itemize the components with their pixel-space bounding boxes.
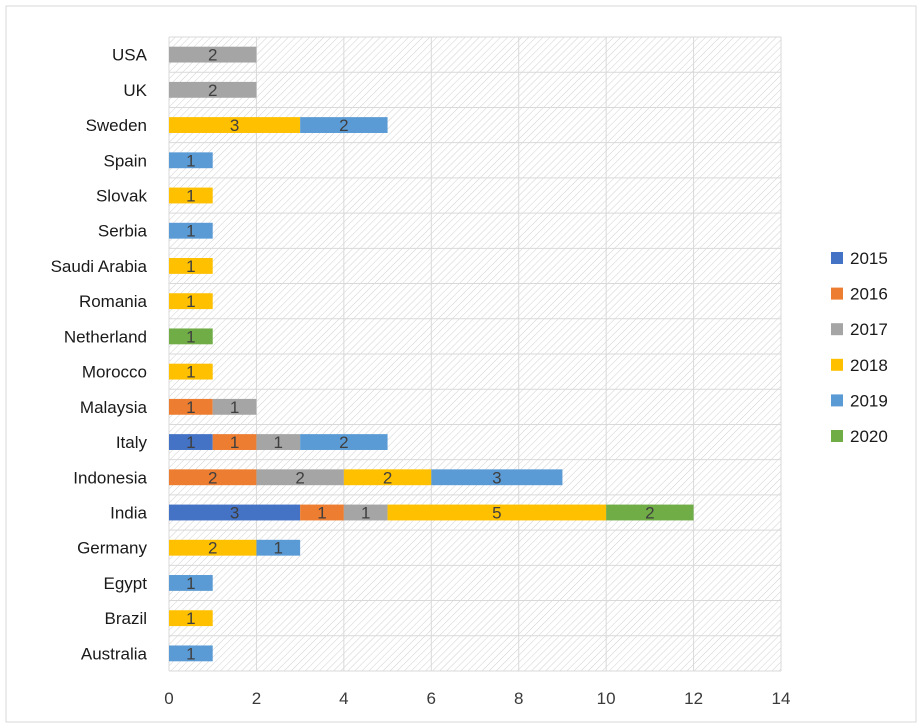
- legend-label-2020: 2020: [850, 427, 888, 446]
- data-label-spain-2019: 1: [186, 151, 195, 170]
- data-label-italy-2019: 2: [339, 433, 348, 452]
- category-label-sweden: Sweden: [86, 116, 147, 135]
- data-label-indonesia-2019: 3: [492, 468, 501, 487]
- legend-swatch-2018: [831, 359, 843, 371]
- category-label-usa: USA: [112, 46, 148, 65]
- category-label-germany: Germany: [77, 539, 147, 558]
- data-label-malaysia-2016: 1: [186, 398, 195, 417]
- data-label-romania-2018: 1: [186, 292, 195, 311]
- category-label-serbia: Serbia: [98, 222, 148, 241]
- legend-swatch-2017: [831, 323, 843, 335]
- data-label-australia-2019: 1: [186, 644, 195, 663]
- data-label-germany-2019: 1: [274, 539, 283, 558]
- data-label-netherland-2020: 1: [186, 327, 195, 346]
- x-tick-label-6: 6: [427, 689, 436, 708]
- category-label-australia: Australia: [81, 644, 148, 663]
- data-label-morocco-2018: 1: [186, 363, 195, 382]
- legend-label-2018: 2018: [850, 356, 888, 375]
- category-label-italy: Italy: [116, 433, 148, 452]
- category-label-netherland: Netherland: [64, 327, 147, 346]
- x-tick-label-12: 12: [684, 689, 703, 708]
- category-label-uk: UK: [123, 81, 147, 100]
- data-label-italy-2017: 1: [274, 433, 283, 452]
- x-tick-label-0: 0: [164, 689, 173, 708]
- data-label-egypt-2019: 1: [186, 574, 195, 593]
- category-label-malaysia: Malaysia: [80, 398, 148, 417]
- legend-swatch-2020: [831, 430, 843, 442]
- data-label-india-2017: 1: [361, 504, 370, 523]
- data-label-brazil-2018: 1: [186, 609, 195, 628]
- data-label-sweden-2019: 2: [339, 116, 348, 135]
- data-label-italy-2015: 1: [186, 433, 195, 452]
- category-label-brazil: Brazil: [104, 609, 147, 628]
- data-label-indonesia-2018: 2: [383, 468, 392, 487]
- legend-label-2017: 2017: [850, 320, 888, 339]
- data-label-italy-2016: 1: [230, 433, 239, 452]
- category-label-saudi-arabia: Saudi Arabia: [51, 257, 148, 276]
- legend-swatch-2015: [831, 252, 843, 264]
- data-label-india-2020: 2: [645, 504, 654, 523]
- data-label-slovak-2018: 1: [186, 187, 195, 206]
- data-label-uk-2017: 2: [208, 81, 217, 100]
- data-label-germany-2018: 2: [208, 539, 217, 558]
- x-tick-label-2: 2: [252, 689, 261, 708]
- legend-label-2015: 2015: [850, 249, 888, 268]
- legend-swatch-2016: [831, 288, 843, 300]
- data-label-indonesia-2016: 2: [208, 468, 217, 487]
- category-label-india: India: [110, 504, 147, 523]
- category-label-egypt: Egypt: [104, 574, 148, 593]
- category-label-spain: Spain: [104, 151, 147, 170]
- category-label-slovak: Slovak: [96, 187, 148, 206]
- data-label-malaysia-2017: 1: [230, 398, 239, 417]
- data-label-saudi-arabia-2018: 1: [186, 257, 195, 276]
- data-label-serbia-2019: 1: [186, 222, 195, 241]
- x-tick-label-10: 10: [597, 689, 616, 708]
- legend-label-2016: 2016: [850, 285, 888, 304]
- data-label-india-2016: 1: [317, 504, 326, 523]
- legend-label-2019: 2019: [850, 391, 888, 410]
- data-label-indonesia-2017: 2: [295, 468, 304, 487]
- x-tick-label-8: 8: [514, 689, 523, 708]
- data-label-india-2015: 3: [230, 504, 239, 523]
- x-tick-label-4: 4: [339, 689, 348, 708]
- data-label-sweden-2018: 3: [230, 116, 239, 135]
- category-label-indonesia: Indonesia: [73, 468, 147, 487]
- category-label-morocco: Morocco: [82, 363, 147, 382]
- category-label-romania: Romania: [79, 292, 148, 311]
- legend-swatch-2019: [831, 394, 843, 406]
- data-label-india-2018: 5: [492, 504, 501, 523]
- x-tick-label-14: 14: [772, 689, 791, 708]
- data-label-usa-2017: 2: [208, 46, 217, 65]
